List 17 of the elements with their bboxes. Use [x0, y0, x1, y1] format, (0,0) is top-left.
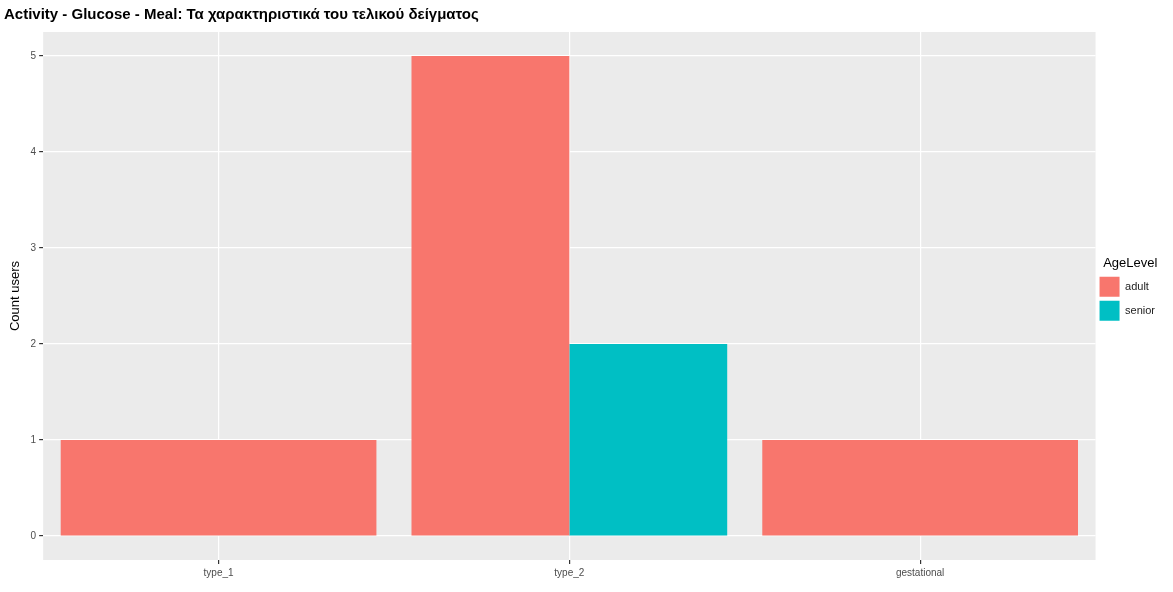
- legend-title: AgeLevel: [1103, 255, 1158, 271]
- y-tick-label: 0: [30, 529, 37, 541]
- y-tick-label: 5: [30, 49, 37, 61]
- x-tick-label: type_1: [203, 566, 235, 578]
- y-tick-label: 3: [30, 241, 37, 253]
- bar: [569, 344, 728, 536]
- legend-label: senior: [1125, 303, 1156, 316]
- x-tick-label: type_2: [554, 566, 585, 578]
- chart-title: Activity - Glucose - Meal: Τα χαρακτηριστικά του τελικού δείγματος: [4, 5, 479, 23]
- y-tick-label: 2: [30, 337, 37, 349]
- y-axis-title: Count users: [7, 260, 23, 332]
- y-tick-label: 1: [30, 433, 37, 445]
- bar: [60, 440, 377, 536]
- legend-label: adult: [1125, 279, 1149, 292]
- x-tick-label: gestational: [895, 566, 945, 578]
- y-tick-label: 4: [30, 145, 37, 157]
- bar: [762, 440, 1078, 536]
